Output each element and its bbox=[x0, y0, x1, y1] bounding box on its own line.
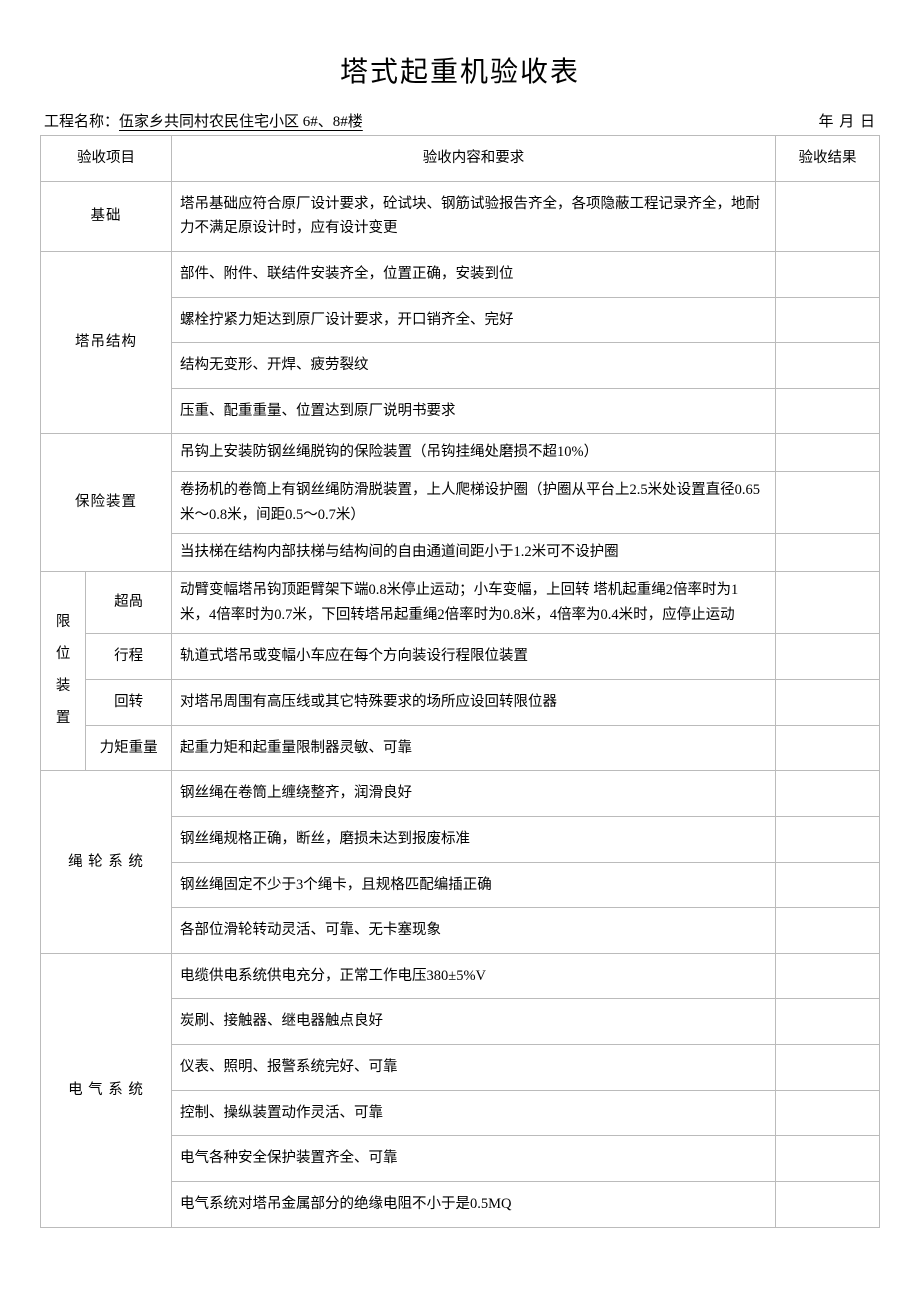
result-cell bbox=[776, 388, 880, 434]
content-cell: 电气各种安全保护装置齐全、可靠 bbox=[172, 1136, 776, 1182]
content-cell: 当扶梯在结构内部扶梯与结构间的自由通道间距小于1.2米可不设护圈 bbox=[172, 534, 776, 572]
table-row: 电 气 系 统 电缆供电系统供电充分，正常工作电压380±5%V bbox=[41, 953, 880, 999]
subcategory-xingcheng: 行程 bbox=[86, 634, 172, 680]
content-cell: 卷扬机的卷筒上有钢丝绳防滑脱装置，上人爬梯设护圈（护圈从平台上2.5米处设置直径… bbox=[172, 472, 776, 534]
content-cell: 起重力矩和起重量限制器灵敏、可靠 bbox=[172, 725, 776, 771]
result-cell bbox=[776, 1182, 880, 1228]
header-row: 工程名称：伍家乡共同村农民住宅小区 6#、8#楼 年 月 日 bbox=[40, 110, 880, 131]
result-cell bbox=[776, 572, 880, 634]
result-cell bbox=[776, 181, 880, 251]
header-result: 验收结果 bbox=[776, 136, 880, 182]
result-cell bbox=[776, 634, 880, 680]
subcategory-huizhuan: 回转 bbox=[86, 679, 172, 725]
result-cell bbox=[776, 472, 880, 534]
table-row: 限位装置 超咼 动臂变幅塔吊钩顶距臂架下端0.8米停止运动；小车变幅，上回转 塔… bbox=[41, 572, 880, 634]
header-item: 验收项目 bbox=[41, 136, 172, 182]
result-cell bbox=[776, 1045, 880, 1091]
category-foundation: 基础 bbox=[41, 181, 172, 251]
content-cell: 压重、配重重量、位置达到原厂说明书要求 bbox=[172, 388, 776, 434]
content-cell: 炭刷、接触器、继电器触点良好 bbox=[172, 999, 776, 1045]
table-row: 塔吊结构 部件、附件、联结件安装齐全，位置正确，安装到位 bbox=[41, 251, 880, 297]
table-row: 保险装置 吊钩上安装防钢丝绳脱钩的保险装置（吊钩挂绳处磨损不超10%） bbox=[41, 434, 880, 472]
table-header-row: 验收项目 验收内容和要求 验收结果 bbox=[41, 136, 880, 182]
header-content: 验收内容和要求 bbox=[172, 136, 776, 182]
result-cell bbox=[776, 816, 880, 862]
category-limiter: 限位装置 bbox=[41, 572, 86, 771]
content-cell: 控制、操纵装置动作灵活、可靠 bbox=[172, 1090, 776, 1136]
result-cell bbox=[776, 297, 880, 343]
project-info: 工程名称：伍家乡共同村农民住宅小区 6#、8#楼 bbox=[44, 110, 363, 131]
result-cell bbox=[776, 1136, 880, 1182]
project-name: 伍家乡共同村农民住宅小区 6#、8#楼 bbox=[119, 114, 363, 130]
result-cell bbox=[776, 1090, 880, 1136]
content-cell: 电缆供电系统供电充分，正常工作电压380±5%V bbox=[172, 953, 776, 999]
subcategory-liju: 力矩重量 bbox=[86, 725, 172, 771]
result-cell bbox=[776, 862, 880, 908]
result-cell bbox=[776, 725, 880, 771]
result-cell bbox=[776, 908, 880, 954]
result-cell bbox=[776, 771, 880, 817]
table-row: 基础 塔吊基础应符合原厂设计要求，砼试块、钢筋试验报告齐全，各项隐蔽工程记录齐全… bbox=[41, 181, 880, 251]
content-cell: 部件、附件、联结件安装齐全，位置正确，安装到位 bbox=[172, 251, 776, 297]
result-cell bbox=[776, 534, 880, 572]
content-cell: 塔吊基础应符合原厂设计要求，砼试块、钢筋试验报告齐全，各项隐蔽工程记录齐全，地耐… bbox=[172, 181, 776, 251]
content-cell: 结构无变形、开焊、疲劳裂纹 bbox=[172, 343, 776, 389]
table-row: 力矩重量 起重力矩和起重量限制器灵敏、可靠 bbox=[41, 725, 880, 771]
result-cell bbox=[776, 434, 880, 472]
content-cell: 电气系统对塔吊金属部分的绝缘电阻不小于是0.5MQ bbox=[172, 1182, 776, 1228]
category-electric: 电 气 系 统 bbox=[41, 953, 172, 1227]
content-cell: 轨道式塔吊或变幅小车应在每个方向装设行程限位装置 bbox=[172, 634, 776, 680]
result-cell bbox=[776, 343, 880, 389]
result-cell bbox=[776, 679, 880, 725]
content-cell: 钢丝绳固定不少于3个绳卡，且规格匹配编插正确 bbox=[172, 862, 776, 908]
result-cell bbox=[776, 953, 880, 999]
content-cell: 对塔吊周围有高压线或其它特殊要求的场所应设回转限位器 bbox=[172, 679, 776, 725]
category-structure: 塔吊结构 bbox=[41, 251, 172, 434]
content-cell: 吊钩上安装防钢丝绳脱钩的保险装置（吊钩挂绳处磨损不超10%） bbox=[172, 434, 776, 472]
subcategory-chaogao: 超咼 bbox=[86, 572, 172, 634]
page-title: 塔式起重机验收表 bbox=[40, 50, 880, 90]
table-row: 行程 轨道式塔吊或变幅小车应在每个方向装设行程限位装置 bbox=[41, 634, 880, 680]
content-cell: 螺栓拧紧力矩达到原厂设计要求，开口销齐全、完好 bbox=[172, 297, 776, 343]
project-label: 工程名称： bbox=[44, 114, 119, 130]
result-cell bbox=[776, 251, 880, 297]
result-cell bbox=[776, 999, 880, 1045]
date-label: 年 月 日 bbox=[818, 110, 876, 131]
category-rope: 绳 轮 系 统 bbox=[41, 771, 172, 954]
content-cell: 钢丝绳在卷筒上缠绕整齐，润滑良好 bbox=[172, 771, 776, 817]
content-cell: 各部位滑轮转动灵活、可靠、无卡塞现象 bbox=[172, 908, 776, 954]
inspection-table: 验收项目 验收内容和要求 验收结果 基础 塔吊基础应符合原厂设计要求，砼试块、钢… bbox=[40, 135, 880, 1228]
table-row: 绳 轮 系 统 钢丝绳在卷筒上缠绕整齐，润滑良好 bbox=[41, 771, 880, 817]
table-row: 回转 对塔吊周围有高压线或其它特殊要求的场所应设回转限位器 bbox=[41, 679, 880, 725]
category-safety: 保险装置 bbox=[41, 434, 172, 572]
content-cell: 动臂变幅塔吊钩顶距臂架下端0.8米停止运动；小车变幅，上回转 塔机起重绳2倍率时… bbox=[172, 572, 776, 634]
content-cell: 仪表、照明、报警系统完好、可靠 bbox=[172, 1045, 776, 1091]
content-cell: 钢丝绳规格正确，断丝，磨损未达到报废标准 bbox=[172, 816, 776, 862]
